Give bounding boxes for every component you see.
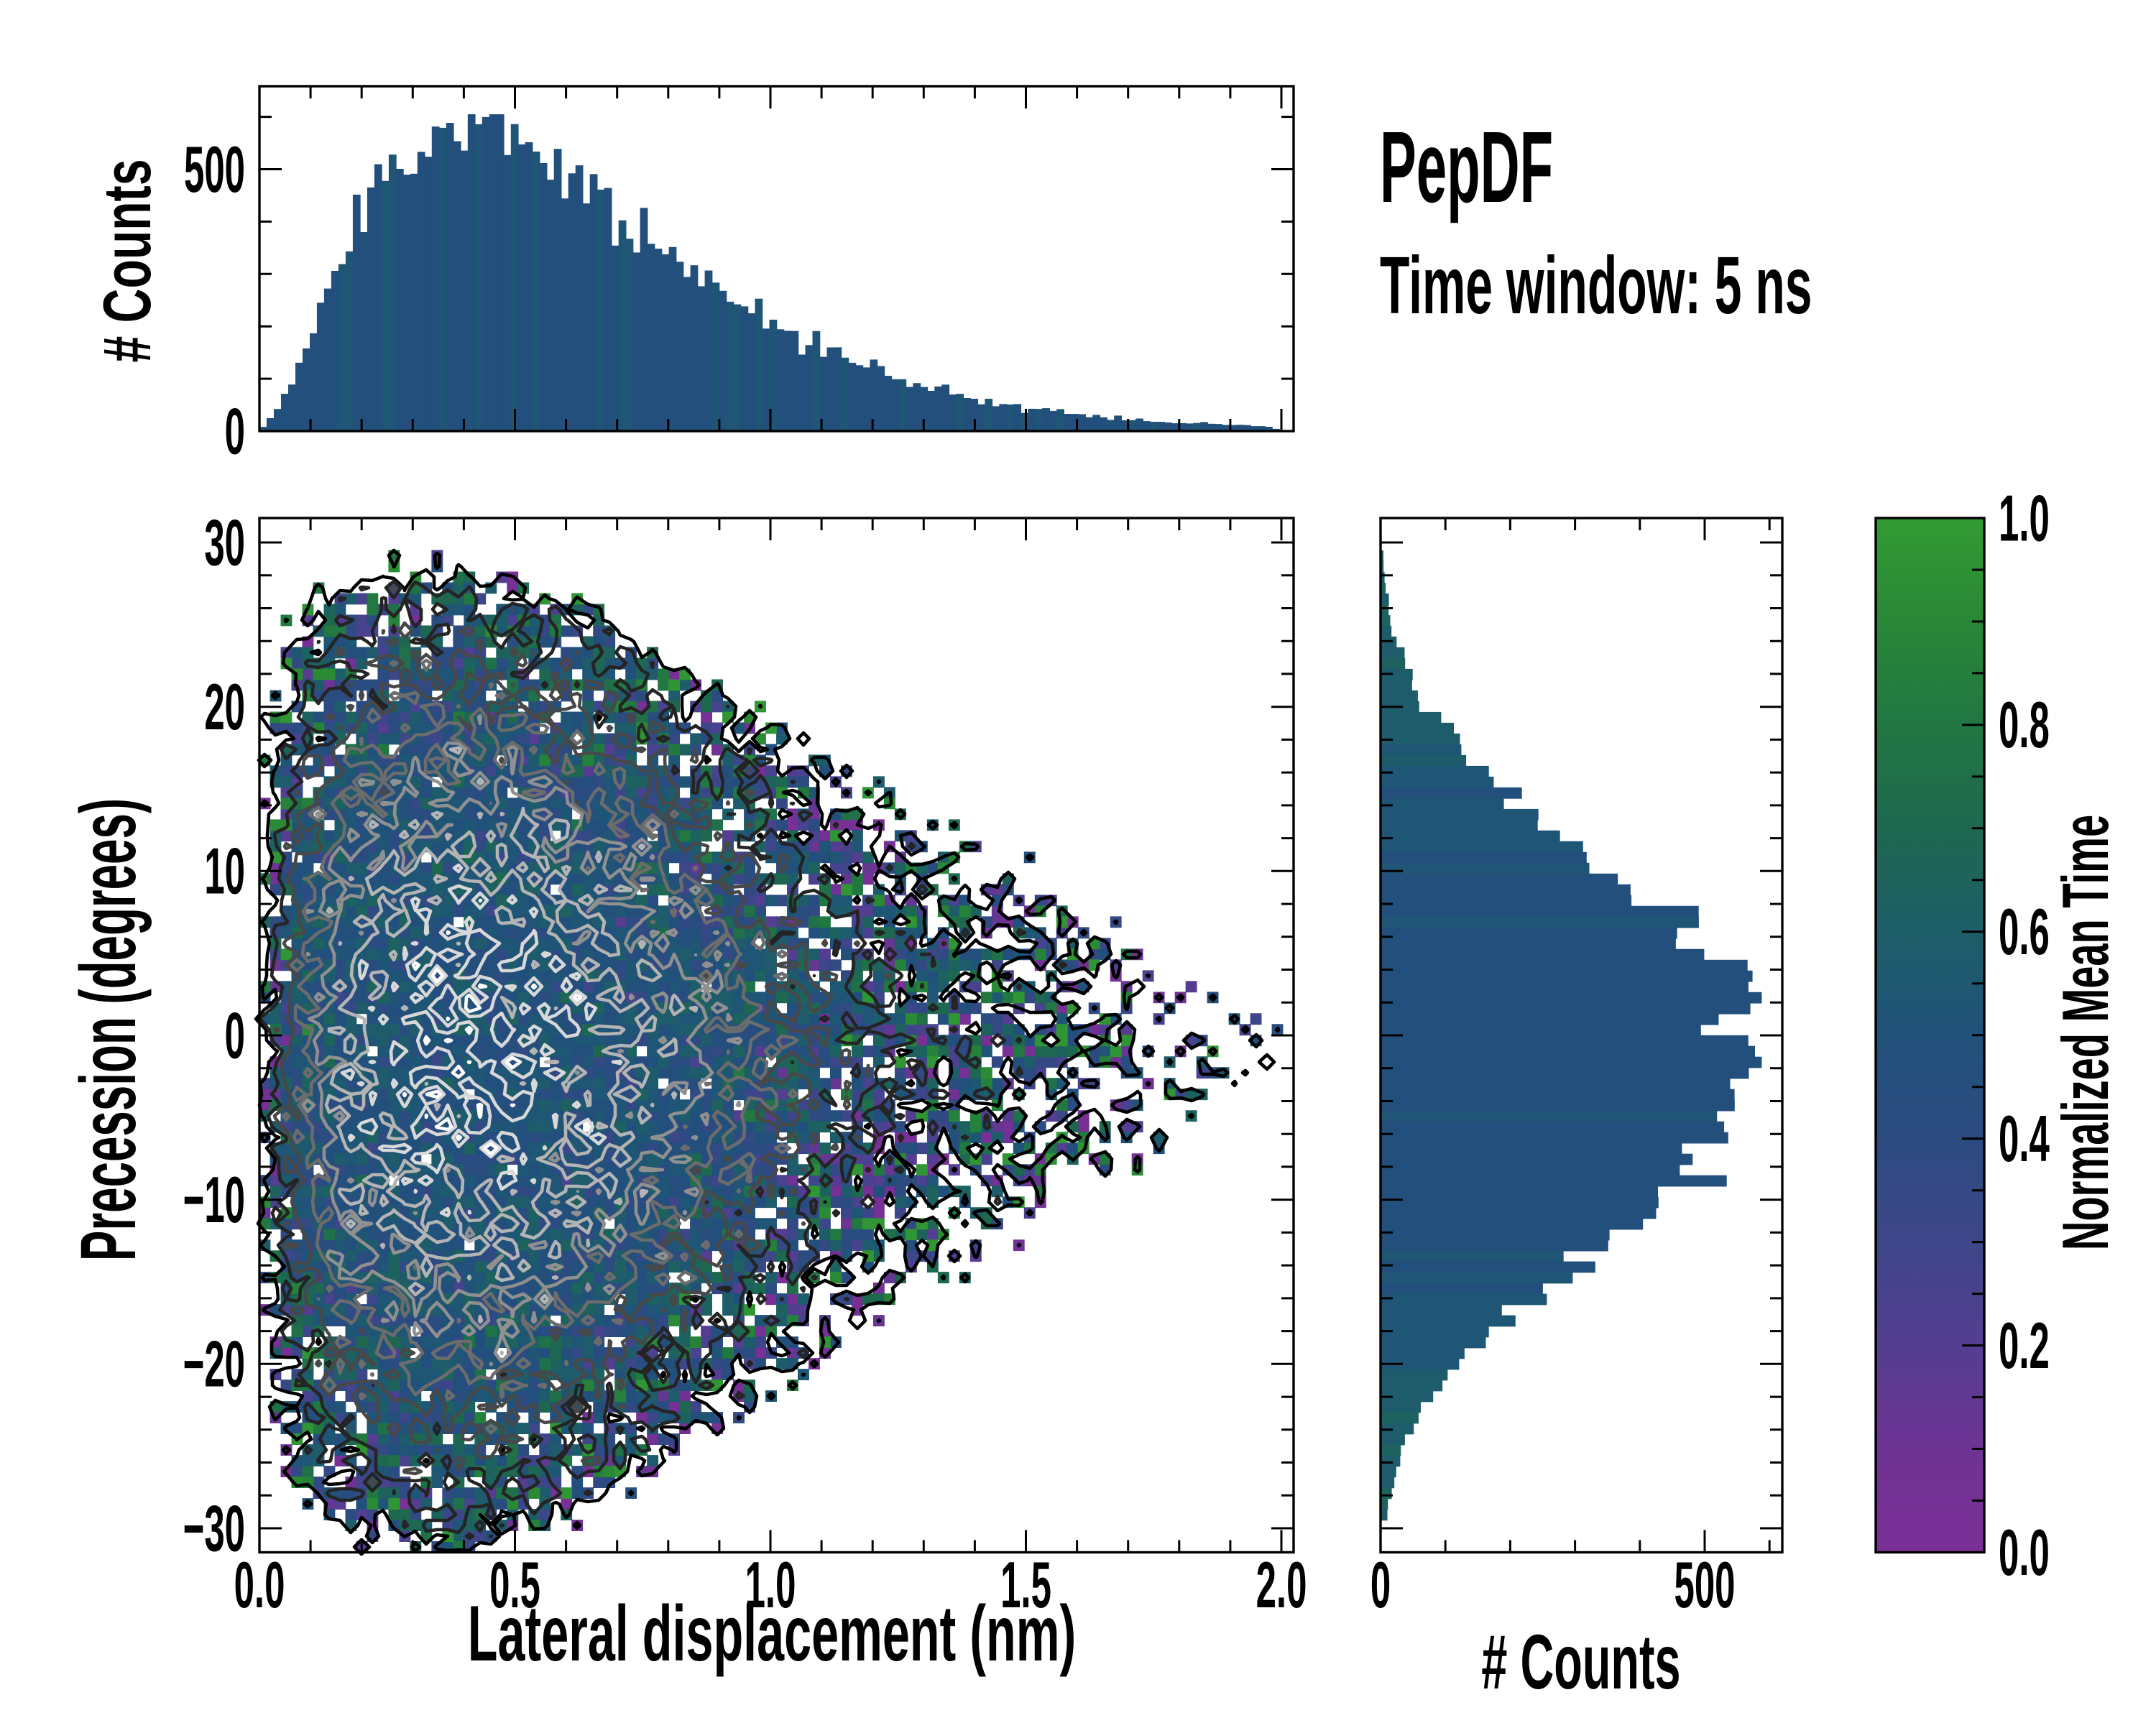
svg-text:0.4: 0.4 — [1999, 1101, 2050, 1175]
svg-text:30: 30 — [204, 506, 245, 579]
svg-text:10: 10 — [204, 834, 245, 907]
svg-text:Precession (degrees): Precession (degrees) — [65, 798, 152, 1261]
svg-text:1.0: 1.0 — [745, 1548, 796, 1621]
svg-text:500: 500 — [1674, 1548, 1735, 1621]
svg-text:Normalized Mean Time: Normalized Mean Time — [2050, 815, 2122, 1250]
svg-text:Lateral displacement (nm): Lateral displacement (nm) — [468, 1589, 1076, 1678]
svg-text:−30: −30 — [183, 1492, 245, 1565]
svg-text:0: 0 — [1370, 1548, 1391, 1621]
svg-text:0.0: 0.0 — [1999, 1515, 2050, 1589]
svg-text:0: 0 — [225, 394, 245, 468]
svg-text:0.5: 0.5 — [489, 1548, 540, 1621]
svg-text:# Counts: # Counts — [90, 159, 165, 362]
svg-text:1.0: 1.0 — [1999, 481, 2050, 555]
svg-text:0.6: 0.6 — [1999, 895, 2050, 968]
svg-text:1.5: 1.5 — [1000, 1548, 1051, 1621]
svg-text:# Counts: # Counts — [1481, 1618, 1680, 1705]
svg-text:20: 20 — [204, 670, 245, 743]
svg-text:0.2: 0.2 — [1999, 1308, 2050, 1382]
svg-text:−10: −10 — [183, 1163, 245, 1236]
svg-text:Time window: 5 ns: Time window: 5 ns — [1380, 240, 1812, 331]
svg-text:0.0: 0.0 — [234, 1548, 285, 1621]
svg-text:0: 0 — [225, 999, 245, 1072]
svg-text:2.0: 2.0 — [1256, 1548, 1307, 1621]
svg-text:500: 500 — [184, 132, 245, 205]
svg-text:0.8: 0.8 — [1999, 688, 2050, 762]
svg-text:PepDF: PepDF — [1380, 111, 1553, 224]
svg-text:−20: −20 — [183, 1327, 245, 1400]
